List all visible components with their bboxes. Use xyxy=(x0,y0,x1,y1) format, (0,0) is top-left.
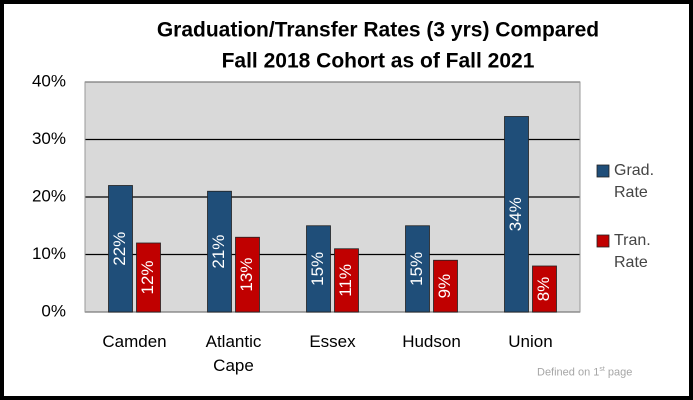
value-label: 22% xyxy=(110,232,129,266)
bar xyxy=(136,242,161,313)
bar xyxy=(235,236,260,313)
bar xyxy=(532,265,557,313)
y-tick-label: 30% xyxy=(32,129,66,148)
annotation: Defined on 1st page xyxy=(537,366,632,379)
value-label: 12% xyxy=(138,260,157,294)
legend-label: Grad. Rate xyxy=(614,162,655,201)
annotation-part: Defined on 1 xyxy=(537,366,600,379)
chart-title: Fall 2018 Cohort as of Fall 2021 xyxy=(222,50,535,73)
x-tick-label: Essex xyxy=(309,332,356,351)
bar xyxy=(108,185,133,313)
bar xyxy=(306,225,331,313)
y-tick-label: 10% xyxy=(32,244,66,263)
y-tick-label: 40% xyxy=(32,71,66,90)
annotation-part: page xyxy=(604,366,633,379)
bar xyxy=(334,248,359,313)
x-tick-label: Hudson xyxy=(402,332,461,351)
legend-swatch xyxy=(596,234,610,248)
bar xyxy=(207,190,232,313)
value-label: 15% xyxy=(407,252,426,286)
value-label: 34% xyxy=(506,197,525,231)
x-tick-label: Atlantic Cape xyxy=(205,332,262,375)
legend-label: Tran. Rate xyxy=(614,232,651,271)
value-label: 21% xyxy=(209,235,228,269)
value-label: 9% xyxy=(435,274,454,299)
y-tick-label: 20% xyxy=(32,186,66,205)
value-label: 11% xyxy=(336,264,355,297)
plot-border xyxy=(84,81,581,313)
x-tick-label: Camden xyxy=(102,332,167,351)
y-tick-label: 0% xyxy=(41,301,66,320)
bar xyxy=(504,116,529,313)
chart-title: Graduation/Transfer Rates (3 yrs) Compar… xyxy=(157,19,599,42)
bar xyxy=(433,259,458,313)
legend-swatch xyxy=(596,164,610,178)
annotation-part: st xyxy=(599,366,605,373)
bar xyxy=(405,225,430,313)
value-label: 8% xyxy=(534,277,553,302)
value-label: 13% xyxy=(237,258,256,292)
x-tick-label: Union xyxy=(508,332,553,351)
value-label: 15% xyxy=(308,252,327,286)
